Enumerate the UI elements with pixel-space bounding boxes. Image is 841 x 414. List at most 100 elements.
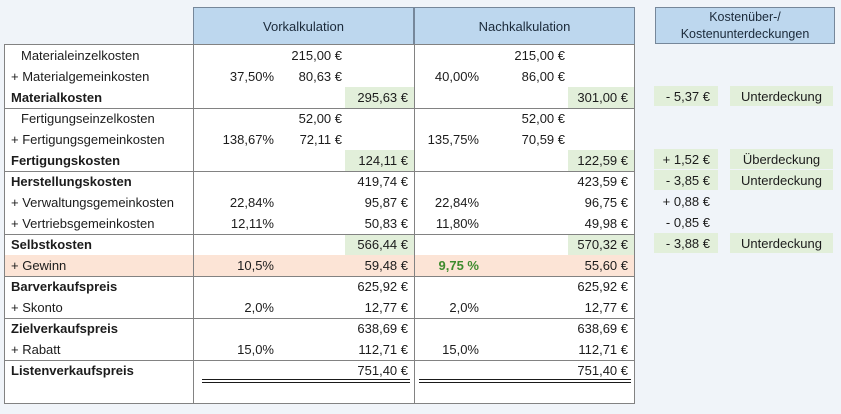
value-cell: [345, 66, 414, 87]
row-divider: [5, 276, 634, 277]
calculation-table: Materialeinzelkosten 215,00 € 215,00 € +…: [4, 44, 635, 404]
table-row: + Verwaltungsgemeinkosten 22,84% 95,87 €…: [5, 192, 634, 213]
value-cell: [345, 45, 414, 66]
value-cell: 49,98 €: [584, 216, 628, 231]
table-row: Selbstkosten 566,44 € 570,32 €: [5, 234, 634, 255]
value-cell: [488, 297, 568, 318]
row-label: + Fertigungsgemeinkosten: [11, 132, 165, 147]
value-cell: [193, 276, 283, 297]
table-row: Listenverkaufspreis 751,40 € 751,40 €: [5, 360, 634, 381]
row-divider: [5, 234, 634, 235]
value-cell: [414, 276, 488, 297]
row-label: Herstellungskosten: [11, 174, 132, 189]
table-row: Herstellungskosten 419,74 € 423,59 €: [5, 171, 634, 192]
value-cell: 72,11 €: [299, 132, 342, 147]
value-cell: [568, 45, 634, 66]
value-cell: 751,40 €: [357, 363, 408, 378]
row-label: + Verwaltungsgemeinkosten: [11, 195, 174, 210]
value-cell: [283, 360, 345, 381]
value-cell: [488, 360, 568, 381]
value-cell: [488, 150, 568, 171]
value-cell: [414, 360, 488, 381]
row-label: Fertigungskosten: [11, 153, 121, 168]
row-label: Selbstkosten: [11, 237, 92, 252]
value-cell: 11,80%: [435, 216, 479, 231]
value-cell: 95,87 €: [364, 195, 408, 210]
value-cell: [414, 318, 488, 339]
table-row: + Materialgemeinkosten 37,50% 80,63 € 40…: [5, 66, 634, 87]
diff-value: - 5,37 €: [654, 86, 718, 106]
column-divider: [193, 45, 194, 403]
value-cell: 15,0%: [442, 342, 479, 357]
value-cell: 70,59 €: [521, 132, 565, 147]
value-cell: [283, 87, 345, 108]
table-row-gewinn: + Gewinn 10,5% 59,48 € 9,75 % 55,60 €: [5, 255, 634, 276]
table-row: Materialkosten 295,63 € 301,00 €: [5, 87, 634, 108]
diff-label: Unterdeckung: [730, 86, 833, 106]
value-cell-highlight: 124,11 €: [345, 150, 414, 171]
header-nachkalkulation-label: Nachkalkulation: [478, 18, 571, 34]
value-cell: [488, 87, 568, 108]
table-row: Barverkaufspreis 625,92 € 625,92 €: [5, 276, 634, 297]
header-vorkalkulation-label: Vorkalkulation: [263, 18, 344, 34]
value-cell-highlight: 566,44 €: [345, 234, 414, 255]
column-divider: [414, 45, 415, 403]
value-cell: [193, 87, 283, 108]
value-cell: [414, 150, 488, 171]
value-cell: 625,92 €: [577, 279, 628, 294]
value-cell: 112,71 €: [578, 342, 628, 357]
value-cell: [568, 66, 634, 87]
value-cell: 751,40 €: [577, 363, 628, 378]
value-cell: [488, 171, 568, 192]
value-cell: [193, 150, 283, 171]
value-cell: 86,00 €: [521, 69, 565, 84]
header-nachkalkulation: Nachkalkulation: [414, 7, 635, 45]
value-cell: [414, 234, 488, 255]
value-cell: 37,50%: [229, 69, 274, 84]
double-underline-nach: [419, 379, 631, 383]
row-divider: [5, 318, 634, 319]
value-cell: [488, 213, 568, 234]
value-cell: 2,0%: [449, 300, 479, 315]
table-row: + Vertriebsgemeinkosten 12,11% 50,83 € 1…: [5, 213, 634, 234]
row-label: + Gewinn: [5, 255, 193, 276]
value-cell: [414, 171, 488, 192]
value-cell-highlight: 301,00 €: [568, 87, 634, 108]
value-cell: 12,77 €: [364, 300, 408, 315]
value-cell: 138,67%: [222, 132, 274, 147]
value-cell-highlight: 122,59 €: [568, 150, 634, 171]
value-cell: [193, 234, 283, 255]
diff-value: - 3,88 €: [654, 233, 718, 253]
value-cell: [488, 234, 568, 255]
value-cell: [414, 108, 488, 129]
value-cell: 638,69 €: [357, 321, 408, 336]
row-divider: [5, 360, 634, 361]
value-cell: 135,75%: [427, 132, 479, 147]
value-cell: [283, 150, 345, 171]
value-cell: [193, 108, 283, 129]
value-cell: 80,63 €: [298, 69, 342, 84]
value-cell: [488, 318, 568, 339]
header-vorkalkulation: Vorkalkulation: [193, 7, 414, 45]
table-row: + Rabatt 15,0% 112,71 € 15,0% 112,71 €: [5, 339, 634, 360]
value-cell: [488, 276, 568, 297]
value-cell: 10,5%: [193, 255, 283, 276]
value-cell: 15,0%: [237, 342, 274, 357]
row-label: + Rabatt: [11, 342, 61, 357]
row-label: Materialkosten: [11, 90, 103, 105]
diff-value: + 1,52 €: [654, 149, 718, 169]
value-cell: [283, 255, 345, 276]
value-cell: 52,00 €: [298, 111, 342, 126]
value-cell: 12,11%: [230, 216, 274, 231]
row-divider: [5, 171, 634, 172]
row-divider: [5, 108, 634, 109]
value-cell: 59,48 €: [345, 255, 414, 276]
value-cell: [414, 87, 488, 108]
value-cell-gewinn-pct: 9,75 %: [414, 255, 488, 276]
row-label: + Skonto: [11, 300, 63, 315]
row-label: + Vertriebsgemeinkosten: [11, 216, 155, 231]
value-cell: [283, 297, 345, 318]
value-cell: 2,0%: [244, 300, 274, 315]
value-cell: [283, 213, 345, 234]
